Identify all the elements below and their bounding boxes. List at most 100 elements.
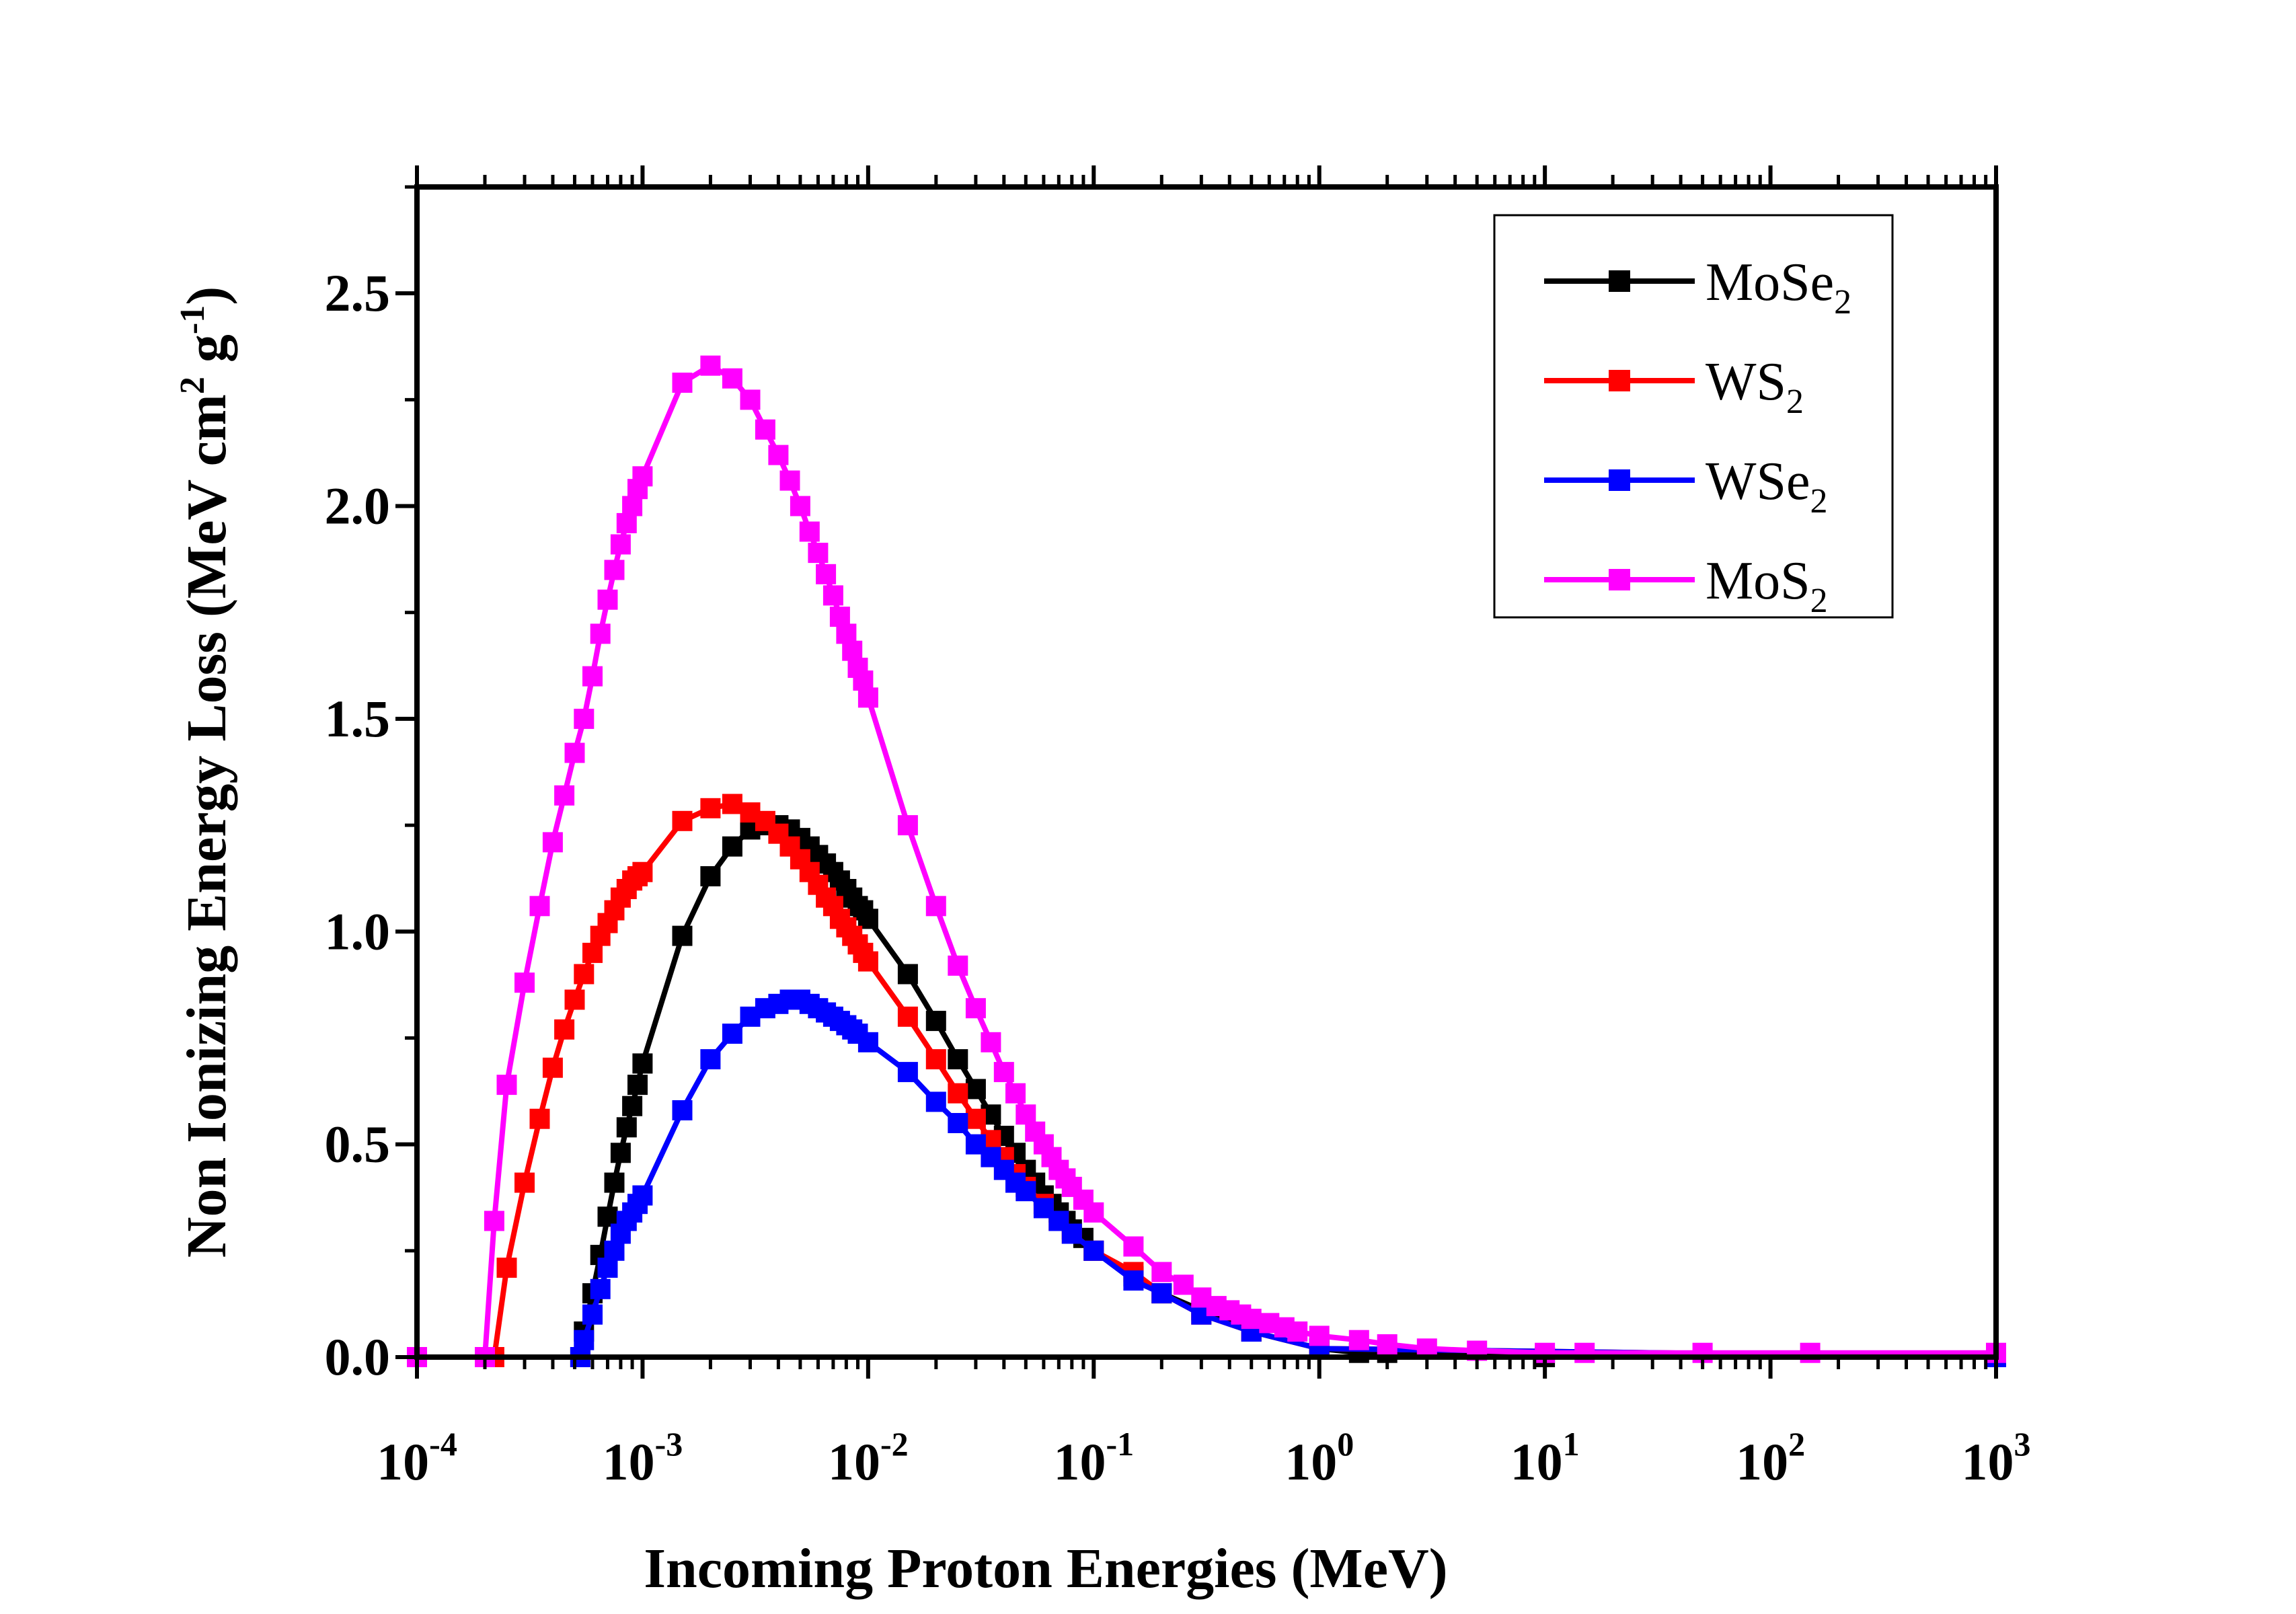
data-point: [632, 466, 653, 487]
data-point: [1241, 1309, 1262, 1330]
data-point: [897, 964, 918, 985]
data-point: [857, 951, 878, 972]
data-point: [616, 1117, 637, 1138]
data-point: [1574, 1342, 1595, 1363]
data-point: [829, 607, 850, 627]
legend-entry-mos2: MoS2: [1544, 551, 1828, 620]
data-point: [542, 832, 563, 853]
x-tick-label-base: 10: [377, 1432, 429, 1491]
data-point: [948, 955, 968, 976]
legend-label: WS2: [1706, 352, 1804, 421]
data-point: [857, 1032, 878, 1052]
data-point: [925, 1011, 946, 1032]
data-point: [965, 998, 986, 1019]
y-axis-title: Non Ionizing Energy Loss (MeV cm2 g-1): [174, 286, 238, 1258]
x-tick-label-exp: -2: [880, 1425, 909, 1463]
data-point: [1083, 1202, 1104, 1223]
data-point: [925, 1091, 946, 1112]
data-point: [897, 1006, 918, 1027]
x-tick-label-exp: 0: [1337, 1425, 1354, 1463]
x-tick-label: 101: [1510, 1425, 1580, 1491]
x-tick-label-exp: 2: [1788, 1425, 1805, 1463]
data-point: [1800, 1342, 1821, 1363]
legend-entry-mose2: MoSe2: [1544, 253, 1851, 321]
x-tick-label-base: 10: [1962, 1432, 2014, 1491]
legend-label: MoS2: [1706, 551, 1828, 620]
data-point: [1005, 1083, 1026, 1104]
y-axis-title-end: ): [176, 286, 238, 305]
legend-marker: [1609, 270, 1630, 292]
data-point: [1123, 1270, 1144, 1291]
data-point: [981, 1032, 1001, 1052]
data-point: [799, 521, 820, 542]
data-point: [948, 1049, 968, 1070]
data-point: [574, 964, 595, 985]
data-point: [700, 866, 721, 886]
legend-label-sub: 2: [1786, 383, 1804, 421]
x-tick-label: 10-3: [603, 1425, 683, 1491]
series-line: [417, 822, 1996, 1360]
series-wse2: [407, 989, 2006, 1367]
legend-entry-ws2: WS2: [1544, 352, 1804, 421]
data-point: [925, 896, 946, 917]
x-tick-label-base: 10: [828, 1432, 880, 1491]
data-point: [590, 623, 611, 644]
x-tick-label: 100: [1285, 1425, 1354, 1491]
data-point: [672, 373, 693, 393]
data-point: [897, 815, 918, 836]
data-point: [948, 1083, 968, 1104]
data-point: [574, 708, 595, 729]
y-axis-title-mid: g: [176, 334, 238, 377]
data-point: [632, 1053, 653, 1074]
x-tick-label-exp: -3: [655, 1425, 683, 1463]
data-point: [1173, 1274, 1194, 1295]
data-point: [700, 798, 721, 818]
series-mos2: [407, 355, 2006, 1367]
x-tick-label-base: 10: [1510, 1432, 1563, 1491]
data-point: [672, 925, 693, 946]
data-point: [836, 623, 857, 644]
data-point: [574, 1330, 595, 1350]
data-point: [496, 1075, 517, 1096]
data-point: [554, 1019, 575, 1040]
x-tick-label: 102: [1736, 1425, 1805, 1491]
data-point: [808, 543, 829, 564]
x-axis-title: Incoming Proton Energies (MeV): [644, 1537, 1447, 1600]
legend-marker: [1609, 569, 1630, 590]
y-axis-title-sup1: 2: [174, 377, 212, 394]
legend-marker: [1609, 469, 1630, 491]
data-point: [722, 794, 742, 814]
data-point: [604, 560, 625, 580]
data-point: [700, 1049, 721, 1070]
data-point: [1287, 1321, 1308, 1342]
x-tick-label-exp: -4: [429, 1425, 457, 1463]
data-point: [514, 1172, 535, 1193]
data-point: [857, 687, 878, 708]
series-layer: [407, 355, 2006, 1367]
data-point: [1348, 1330, 1369, 1350]
ticks-layer: 10-4 10-3 10-2 10-1 100 101 102 1030.00.51.01.5…: [325, 165, 2031, 1491]
data-point: [582, 942, 603, 963]
data-point: [822, 585, 843, 606]
legend-label-name: WSe: [1706, 452, 1810, 511]
x-tick-label: 103: [1962, 1425, 2031, 1491]
data-point: [529, 896, 550, 917]
data-point: [632, 1185, 653, 1206]
y-axis-title-sup2: -1: [174, 305, 212, 334]
data-point: [790, 496, 810, 516]
data-point: [496, 1258, 517, 1278]
y-axis-title-main: Non Ionizing Energy Loss (MeV cm: [176, 394, 238, 1258]
data-point: [564, 742, 585, 763]
y-tick-label: 2.0: [325, 477, 391, 535]
data-point: [627, 1075, 648, 1096]
x-tick-label-base: 10: [1053, 1432, 1106, 1491]
x-tick-label: 10-4: [377, 1425, 457, 1491]
legend-label-sub: 2: [1810, 582, 1828, 620]
data-point: [597, 589, 618, 610]
y-tick-label: 1.5: [325, 689, 391, 748]
data-point: [597, 1258, 618, 1278]
data-point: [722, 368, 742, 389]
legend-label-sub: 2: [1810, 482, 1828, 521]
data-point: [604, 1240, 625, 1261]
data-point: [529, 1108, 550, 1129]
